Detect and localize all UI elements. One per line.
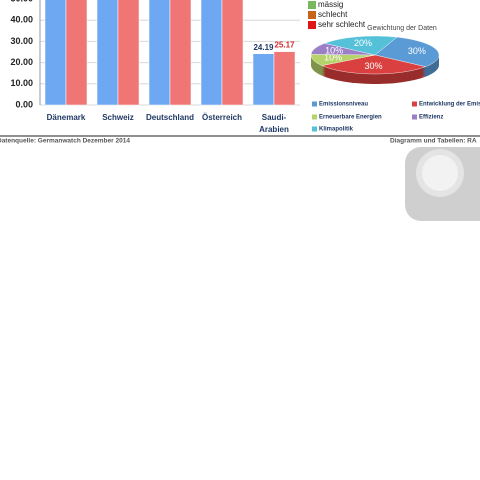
pie-slice <box>323 35 398 56</box>
legend-label: sehr schlecht <box>318 20 366 29</box>
legend-swatch <box>312 101 317 107</box>
legend-swatch <box>308 1 316 9</box>
assistive-touch[interactable] <box>405 147 480 221</box>
data-label: 25.17 <box>274 41 295 50</box>
legend-label: Erneuerbare Energien <box>319 115 382 121</box>
bar <box>252 53 275 106</box>
bar <box>65 0 88 106</box>
pie-slice <box>321 54 427 75</box>
credit-note: Diagramm und Tabellen: RA <box>390 138 477 145</box>
bar <box>96 0 119 106</box>
legend-swatch <box>308 21 316 29</box>
pie-label: 10% <box>324 53 342 63</box>
legend-swatch <box>312 114 317 120</box>
bar <box>117 0 140 106</box>
y-tick-label: 30.00 <box>10 36 33 46</box>
legend-swatch <box>412 101 417 107</box>
bar <box>148 0 171 106</box>
legend-label: schlecht <box>318 10 348 19</box>
legend-label: Effizienz <box>419 115 443 121</box>
bar <box>273 51 296 106</box>
data-label: 24.19 <box>253 43 274 52</box>
y-tick-label: 0.00 <box>15 99 33 109</box>
source-note: Datenquelle: Germanwatch Dezember 2014 <box>0 138 130 145</box>
pie-label: 20% <box>354 38 372 48</box>
legend-label: Klimapolitik <box>319 127 354 133</box>
bar <box>221 0 244 106</box>
y-tick-label: 40.00 <box>10 15 33 25</box>
legend-swatch <box>412 114 417 120</box>
y-tick-label: 50.00 <box>10 0 33 3</box>
legend-label: Entwicklung der Emissionen <box>419 102 480 108</box>
pie-title: Gewichtung der Daten <box>367 25 437 32</box>
x-tick-label: Österreich <box>202 113 242 122</box>
x-tick-label: Saudi-Arabien <box>259 113 289 134</box>
x-tick-label: Dänemark <box>47 113 86 122</box>
pie-slice <box>374 36 440 67</box>
bar <box>44 0 67 106</box>
y-tick-label: 20.00 <box>10 57 33 67</box>
y-tick-label: 10.00 <box>10 78 33 88</box>
bar <box>200 0 223 106</box>
legend-label: Emissionsniveau <box>319 102 368 108</box>
x-tick-label: Deutschland <box>146 113 194 122</box>
pie-label: 30% <box>408 46 426 56</box>
x-tick-label: Schweiz <box>102 113 134 122</box>
pie-label: 10% <box>325 45 343 55</box>
bar <box>169 0 192 106</box>
pie-label: 30% <box>364 61 382 71</box>
legend-label: mässig <box>318 0 343 9</box>
assistive-touch-dot[interactable] <box>422 155 458 191</box>
legend-swatch <box>312 126 317 132</box>
legend-swatch <box>308 11 316 19</box>
